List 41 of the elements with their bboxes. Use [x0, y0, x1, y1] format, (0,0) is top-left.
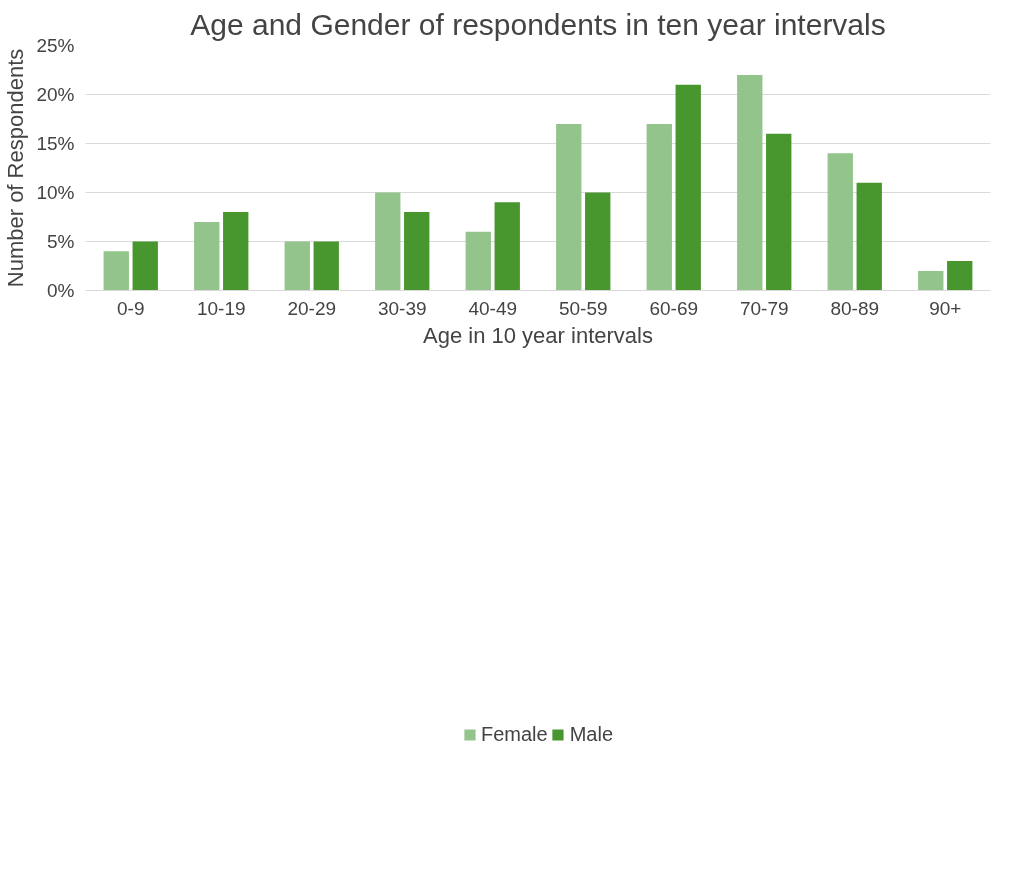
bar: [284, 241, 310, 291]
bar: [766, 133, 792, 291]
y-axis-title: Number of Respondents: [3, 48, 29, 288]
chart-title: Age and Gender of respondents in ten year intervals: [190, 7, 886, 41]
y-tick-label: 25%: [36, 35, 75, 56]
y-tick-label: 15%: [36, 133, 75, 154]
x-tick-label: 20-29: [287, 297, 337, 319]
bar: [556, 123, 582, 291]
bar: [465, 231, 491, 291]
legend-label: Male: [569, 722, 614, 746]
y-tick-label: 5%: [47, 231, 75, 252]
bar: [646, 123, 672, 291]
bar: [947, 261, 973, 291]
x-tick-label: 0-9: [117, 297, 145, 319]
y-tick-label: 10%: [36, 182, 75, 203]
y-tick-label: 0%: [47, 280, 75, 301]
bar: [918, 270, 944, 291]
bar: [856, 182, 882, 291]
bar: [375, 192, 401, 291]
bar: [827, 153, 853, 291]
bar: [132, 241, 158, 291]
bar: [675, 84, 701, 291]
bar: [103, 251, 129, 291]
legend-label: Female: [480, 722, 548, 746]
x-tick-label: 30-39: [377, 297, 427, 319]
x-tick-label: 10-19: [196, 297, 246, 319]
x-tick-label: 40-49: [468, 297, 518, 319]
bar: [494, 202, 520, 291]
bar: [737, 74, 763, 291]
bar: [585, 192, 611, 291]
bar: [223, 212, 249, 291]
x-tick-label: 80-89: [830, 297, 880, 319]
y-tick-label: 20%: [36, 84, 75, 105]
x-tick-label: 50-59: [558, 297, 608, 319]
bar: [313, 241, 339, 291]
x-tick-label: 60-69: [649, 297, 699, 319]
x-tick-label: 90+: [929, 297, 962, 319]
x-tick-label: 70-79: [739, 297, 789, 319]
bar: [194, 221, 220, 291]
x-axis-title: Age in 10 year intervals: [423, 322, 653, 348]
bar: [404, 212, 430, 291]
